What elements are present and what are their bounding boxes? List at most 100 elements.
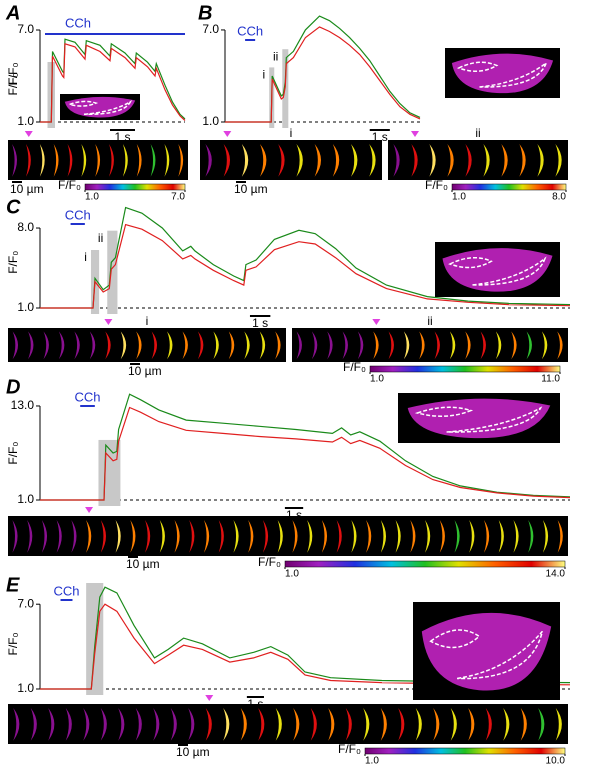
image-frame [449, 331, 456, 360]
image-frame [447, 144, 454, 177]
image-frame [13, 708, 20, 741]
image-frame [223, 708, 230, 741]
highlight [107, 230, 118, 314]
y-tick-label: 7.0 [17, 596, 34, 610]
image-frame [83, 708, 90, 741]
colorbar-tick-label: 1.0 [370, 374, 384, 385]
image-frame [537, 144, 544, 177]
colorbar-tick-label: 10.0 [546, 756, 566, 767]
image-frame [115, 520, 121, 553]
image-frame [366, 520, 372, 553]
inset-roi [67, 100, 99, 107]
colorbar-label: F/F₀ [425, 178, 448, 192]
stimulus-label: CCh [65, 15, 91, 30]
image-frame [555, 708, 562, 741]
image-frame [258, 708, 265, 741]
image-frame [28, 331, 34, 360]
image-frame [188, 708, 195, 741]
image-frame [403, 331, 410, 360]
image-frame [39, 144, 45, 177]
image-frame [485, 708, 492, 741]
image-frame [541, 331, 548, 360]
inset-roi [456, 630, 544, 680]
colorbar-label: F/F₀ [343, 360, 366, 374]
highlight [86, 583, 104, 695]
image-frame [67, 144, 73, 177]
image-strip [292, 328, 568, 362]
image-frame [197, 331, 204, 360]
image-frame [130, 520, 136, 553]
image-frame [419, 331, 425, 360]
image-frame [135, 708, 142, 741]
image-frame [321, 520, 328, 553]
image-frame [12, 144, 17, 177]
highlight-label: i [84, 250, 87, 264]
image-strip [8, 704, 568, 744]
panel-letter: C [6, 196, 21, 218]
image-frame [12, 520, 18, 553]
image-frame [178, 144, 184, 177]
image-frame [174, 520, 180, 553]
image-frame [260, 144, 267, 177]
onset-marker [223, 131, 232, 137]
image-frame [56, 520, 62, 553]
image-frame [145, 520, 151, 553]
y-tick-label: 1.0 [17, 300, 34, 314]
image-frame [71, 520, 77, 553]
image-frame [311, 331, 318, 360]
y-tick-label: 1.0 [17, 114, 34, 128]
image-frame [411, 144, 418, 177]
image-frame [150, 144, 156, 177]
image-strip [388, 140, 568, 180]
image-frame [262, 520, 269, 553]
onset-marker [85, 507, 94, 513]
image-frame [296, 144, 303, 177]
image-frame [218, 520, 224, 553]
image-frame [310, 708, 317, 741]
image-frame [223, 144, 231, 177]
y-axis-label: F/F₀ [6, 251, 20, 274]
image-frame [465, 331, 471, 360]
trace [40, 393, 571, 501]
colorbar [284, 560, 566, 568]
image-frame [296, 331, 302, 360]
colorbar [369, 365, 561, 373]
image-frame [501, 144, 508, 177]
image-frame [65, 708, 72, 741]
colorbar [364, 747, 566, 755]
image-frame [43, 331, 49, 360]
image-frame [465, 144, 472, 177]
image-frame [380, 708, 387, 741]
image-frame [557, 331, 563, 360]
y-tick-label: 8.0 [17, 220, 34, 234]
inset-roi [472, 256, 547, 286]
onset-marker [411, 131, 419, 137]
trace [40, 406, 571, 501]
image-frame [136, 331, 142, 360]
image-frame [557, 520, 563, 553]
image-frame [213, 331, 219, 360]
stimulus-label: CCh [75, 389, 101, 404]
image-frame [259, 331, 266, 360]
image-frame [244, 331, 250, 360]
image-frame [136, 144, 142, 177]
trace [225, 15, 421, 123]
image-frame [398, 708, 405, 741]
image-frame [410, 520, 416, 553]
image-frame [469, 520, 475, 553]
image-frame [159, 520, 165, 553]
inset-roi [414, 406, 474, 417]
image-frame [26, 144, 31, 177]
inset-roi [446, 406, 543, 433]
image-frame [327, 331, 333, 360]
image-frame [170, 708, 177, 741]
colorbar-tick-label: 1.0 [452, 192, 466, 203]
image-frame [526, 331, 532, 360]
image-frame [450, 708, 457, 741]
image-frame [511, 331, 517, 360]
strip-label: i [290, 126, 293, 140]
length-scale-label: 10 µm [128, 364, 162, 378]
image-frame [495, 331, 502, 360]
image-frame [74, 331, 80, 360]
y-tick-label: 7.0 [17, 22, 34, 36]
